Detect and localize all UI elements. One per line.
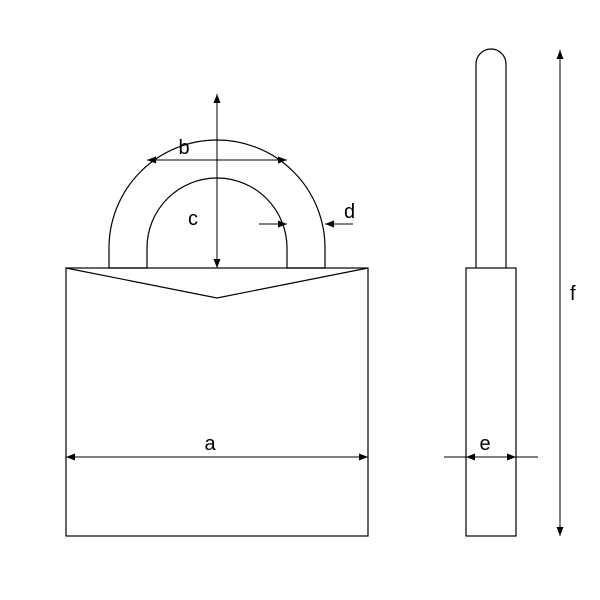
padlock-dimension-diagram: a b c d e f	[0, 0, 600, 600]
dim-label-d: d	[344, 201, 355, 223]
dim-label-f: f	[570, 283, 576, 305]
dim-label-c: c	[188, 208, 198, 230]
dim-label-a: a	[204, 433, 216, 455]
dim-label-e: e	[479, 433, 490, 455]
dim-label-b: b	[178, 137, 189, 159]
